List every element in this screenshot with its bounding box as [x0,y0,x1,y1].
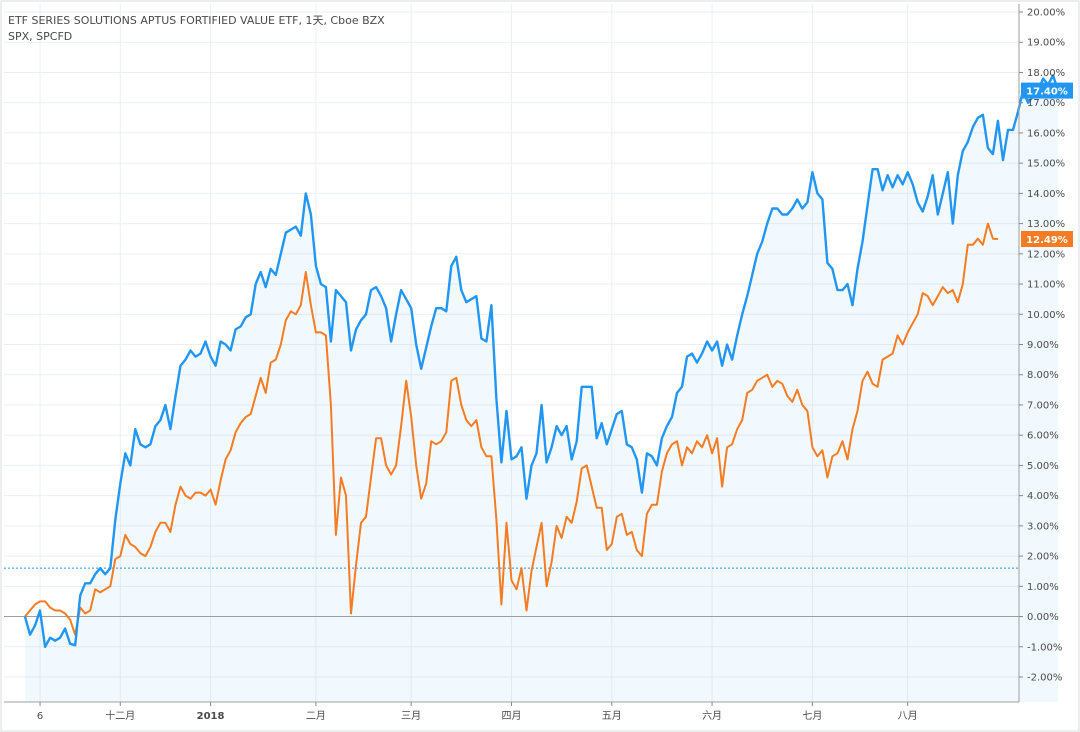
y-tick-label: 13.00% [1027,219,1065,230]
y-tick-label: 2.00% [1027,552,1059,563]
y-tick-label: 11.00% [1027,280,1065,291]
y-tick-label: 15.00% [1027,159,1065,170]
etf-last-value-badge [1021,82,1073,99]
y-tick-label: 6.00% [1027,431,1059,442]
series-line-etf [23,74,1060,648]
x-tick-label: 七月 [802,710,822,722]
last-value-labels: 17.40% 12.49% [1021,82,1073,248]
y-tick-label: 16.00% [1027,128,1065,139]
x-tick-label: 三月 [401,710,421,722]
y-tick-label: 0.00% [1027,612,1059,623]
y-tick-label: 10.00% [1027,310,1065,321]
x-tick-label: 五月 [602,710,622,722]
y-tick-label: 17.00% [1027,98,1065,109]
y-tick-label: 9.00% [1027,340,1059,351]
area-fill [25,75,1059,702]
etf-last-value-label: 17.40% [1026,87,1068,98]
legend-line-1: ETF SERIES SOLUTIONS APTUS FORTIFIED VAL… [8,14,385,27]
x-tick-label: 八月 [898,710,918,722]
spx-last-value-badge [1021,231,1073,248]
reference-lines [4,567,1019,618]
x-tick-label: 六月 [702,710,722,722]
grid-lines [4,4,1019,702]
spx-last-value-label: 12.49% [1026,235,1068,246]
y-tick-label: 7.00% [1027,400,1059,411]
y-tick-label: 18.00% [1027,68,1065,79]
y-tick-label: 5.00% [1027,461,1059,472]
main-series-area [25,75,1059,702]
y-axis-ticks: 20.00% 19.00% 18.00% 17.00% 16.00% 15.00% 14.0… [1019,8,1065,684]
y-tick-label: -1.00% [1027,642,1062,653]
x-tick-label: 6 [37,711,43,722]
y-tick-label: 3.00% [1027,521,1059,532]
series-line-spx [24,222,998,636]
y-tick-label: 4.00% [1027,491,1059,502]
x-tick-label: 四月 [501,710,521,722]
x-axis-ticks: 6 十二月 2018 二月 三月 四月 五月 六月 七月 八月 [37,702,918,722]
y-tick-label: 12.00% [1027,249,1065,260]
y-tick-label: 8.00% [1027,370,1059,381]
x-tick-label: 十二月 [105,709,135,722]
x-tick-label: 二月 [306,710,326,722]
y-tick-label: 14.00% [1027,189,1065,200]
y-tick-label: 19.00% [1027,38,1065,49]
y-tick-label: 20.00% [1027,8,1065,19]
y-tick-label: -2.00% [1027,673,1062,684]
legend: ETF SERIES SOLUTIONS APTUS FORTIFIED VAL… [8,14,385,43]
x-tick-label: 2018 [197,711,225,722]
y-tick-label: 1.00% [1027,582,1059,593]
series-lines [23,74,1060,648]
legend-line-2: SPX, SPCFD [8,30,72,43]
